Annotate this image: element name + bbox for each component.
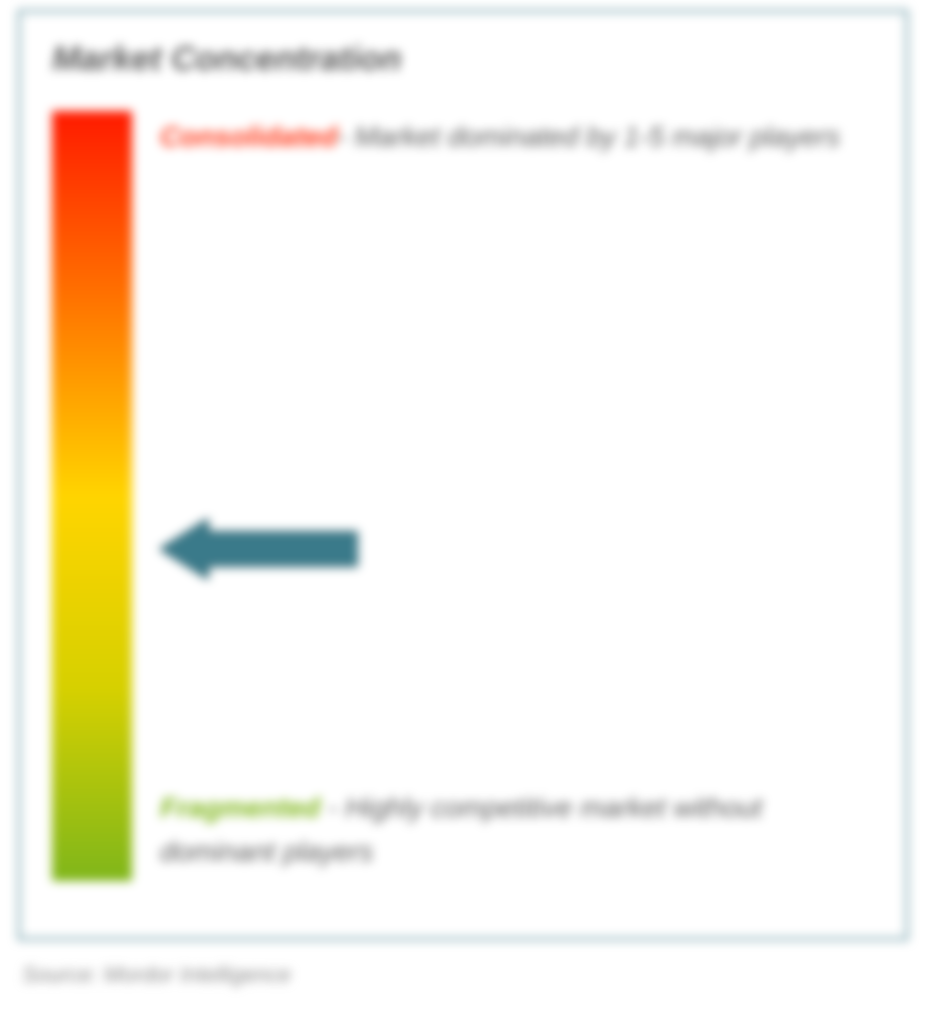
consolidated-keyword: Consolidated [160, 121, 337, 152]
chart-card: Market Concentration Consolidated- Marke… [18, 10, 908, 940]
concentration-gradient-bar [52, 111, 132, 881]
position-indicator-arrow [160, 519, 358, 584]
arrow-left-icon [160, 519, 358, 579]
consolidated-label: Consolidated- Market dominated by 1-5 ma… [160, 115, 864, 158]
consolidated-description: Market dominated by 1-5 major players [354, 121, 840, 152]
fragmented-label: Fragmented - Highly competitive market w… [160, 786, 864, 873]
chart-content: Consolidated- Market dominated by 1-5 ma… [52, 111, 874, 891]
fragmented-separator: - [320, 792, 345, 823]
source-attribution: Source: Mordor Intelligence [22, 962, 291, 988]
label-column: Consolidated- Market dominated by 1-5 ma… [160, 111, 874, 891]
fragmented-keyword: Fragmented [160, 792, 320, 823]
consolidated-separator: - [337, 121, 354, 152]
chart-title: Market Concentration [52, 40, 874, 79]
